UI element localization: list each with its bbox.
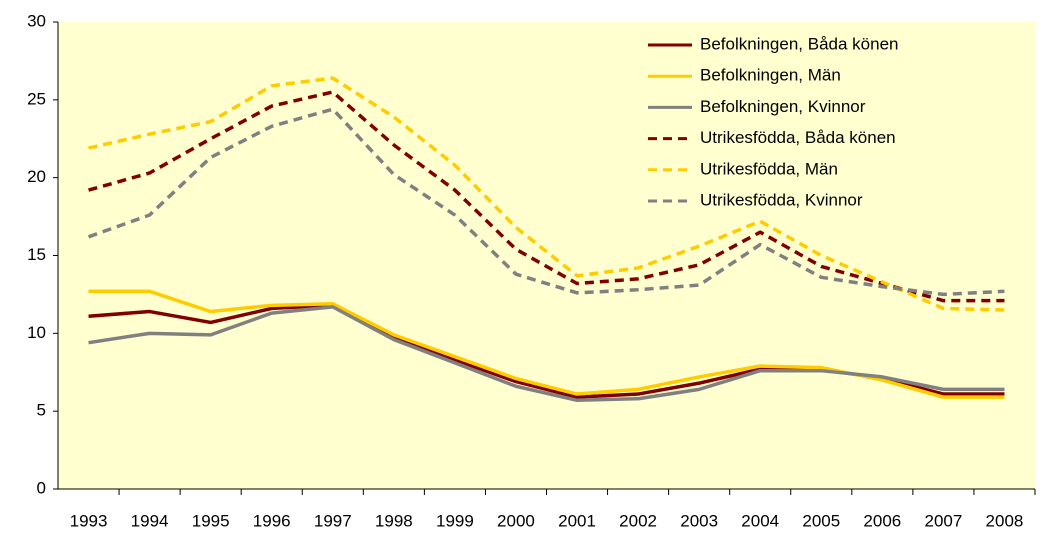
x-tick-label: 2000 (497, 511, 535, 530)
x-tick-label: 1998 (375, 511, 413, 530)
legend-label: Utrikesfödda, Män (700, 159, 838, 178)
x-tick-label: 1993 (70, 511, 108, 530)
x-tick-label: 2007 (924, 511, 962, 530)
legend-label: Befolkningen, Män (700, 66, 841, 85)
legend-label: Utrikesfödda, Kvinnor (700, 190, 863, 209)
x-tick-label: 1999 (436, 511, 474, 530)
series-line (88, 305, 1005, 403)
series-line (88, 90, 1005, 303)
plot-area (58, 22, 1035, 489)
x-tick-label: 2004 (741, 511, 779, 530)
legend-label: Utrikesfödda, Båda könen (700, 128, 896, 147)
x-tick-label: 1994 (131, 511, 169, 530)
x-tick-label: 1997 (314, 511, 352, 530)
x-tick-label: 2003 (680, 511, 718, 530)
y-tick-label: 25 (27, 89, 46, 108)
x-tick-label: 2001 (558, 511, 596, 530)
x-tick-label: 2006 (863, 511, 901, 530)
y-tick-label: 5 (37, 401, 46, 420)
y-tick-label: 0 (37, 478, 46, 497)
x-tick-label: 1996 (253, 511, 291, 530)
series-line (88, 76, 1005, 312)
legend-label: Befolkningen, Båda könen (700, 34, 899, 53)
y-tick-label: 30 (27, 11, 46, 30)
y-tick-label: 15 (27, 245, 46, 264)
x-tick-label: 1995 (192, 511, 230, 530)
series-line (87, 107, 1005, 297)
x-tick-label: 2002 (619, 511, 657, 530)
x-tick-label: 2008 (986, 511, 1024, 530)
y-tick-label: 20 (27, 167, 46, 186)
legend-label: Befolkningen, Kvinnor (700, 97, 866, 116)
x-tick-label: 2005 (802, 511, 840, 530)
y-tick-label: 10 (27, 323, 46, 342)
